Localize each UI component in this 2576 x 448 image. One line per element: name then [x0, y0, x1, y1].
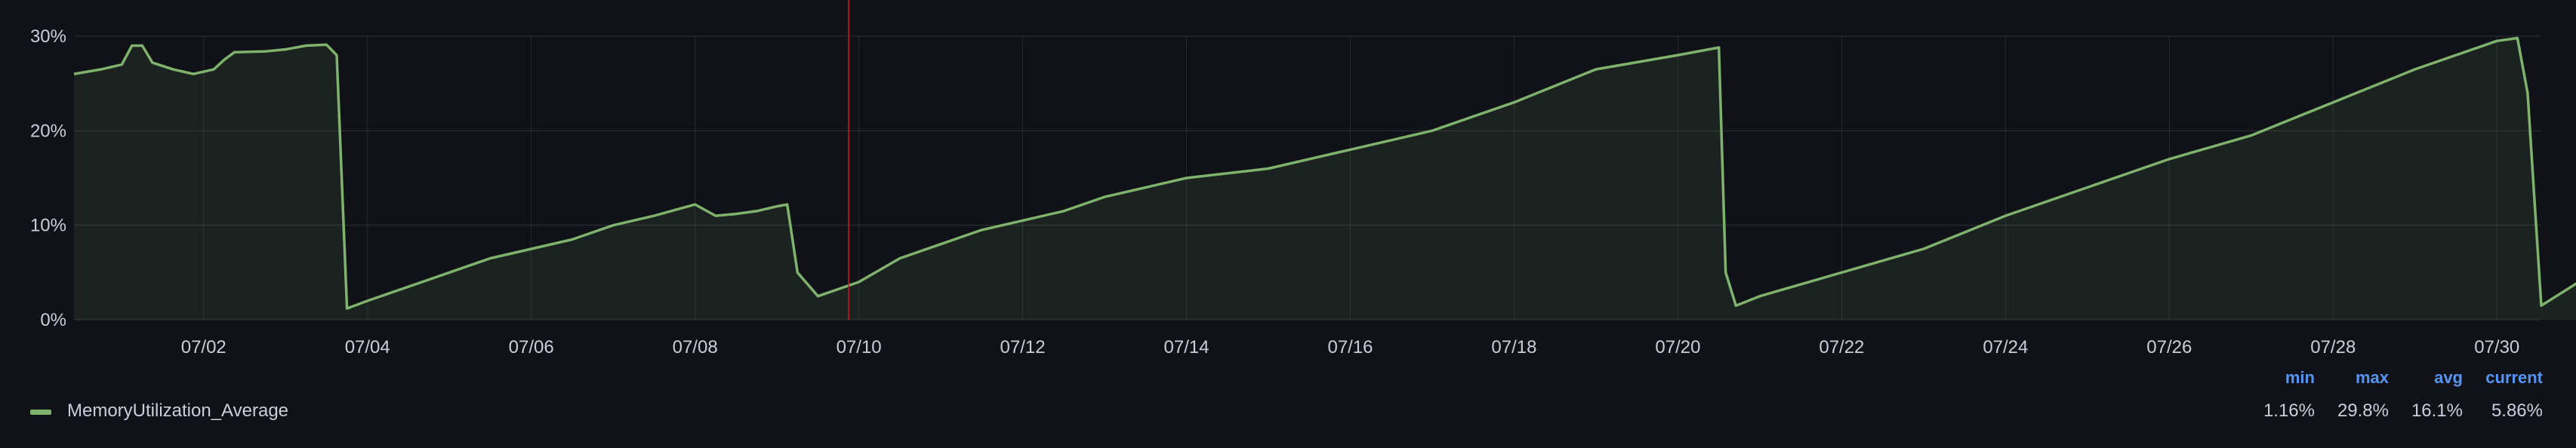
- x-tick-label: 07/14: [1164, 337, 1209, 357]
- x-tick-label: 07/30: [2474, 337, 2519, 357]
- x-tick-label: 07/10: [837, 337, 882, 357]
- x-tick-label: 07/22: [1819, 337, 1864, 357]
- series-line: [73, 36, 2576, 310]
- y-tick-label: 30%: [30, 26, 66, 47]
- x-tick-label: 07/02: [181, 337, 226, 357]
- x-tick-label: 07/20: [1655, 337, 1700, 357]
- legend-value-min: 1.16%: [2263, 400, 2315, 421]
- x-tick-label: 07/24: [1983, 337, 2028, 357]
- legend-value-avg: 16.1%: [2411, 400, 2463, 421]
- y-tick-label: 0%: [40, 310, 66, 330]
- y-tick-label: 10%: [30, 216, 66, 236]
- x-tick-label: 07/06: [509, 337, 554, 357]
- legend-header-avg[interactable]: avg: [2434, 368, 2463, 387]
- legend-series-color-swatch[interactable]: [30, 410, 51, 415]
- x-tick-label: 07/08: [673, 337, 718, 357]
- legend-header-min[interactable]: min: [2285, 368, 2315, 387]
- legend-header-max[interactable]: max: [2355, 368, 2389, 387]
- x-tick-label: 07/18: [1491, 337, 1536, 357]
- legend-value-current: 5.86%: [2491, 400, 2543, 421]
- x-tick-label: 07/12: [1000, 337, 1046, 357]
- x-tick-label: 07/16: [1327, 337, 1373, 357]
- y-tick-label: 20%: [30, 121, 66, 141]
- legend-value-max: 29.8%: [2337, 400, 2389, 421]
- legend-series-name[interactable]: MemoryUtilization_Average: [67, 400, 289, 421]
- x-tick-label: 07/04: [345, 337, 390, 357]
- x-tick-label: 07/26: [2146, 337, 2192, 357]
- series-area-fill: [74, 38, 2576, 320]
- legend-header-current[interactable]: current: [2485, 368, 2543, 387]
- x-tick-label: 07/28: [2310, 337, 2356, 357]
